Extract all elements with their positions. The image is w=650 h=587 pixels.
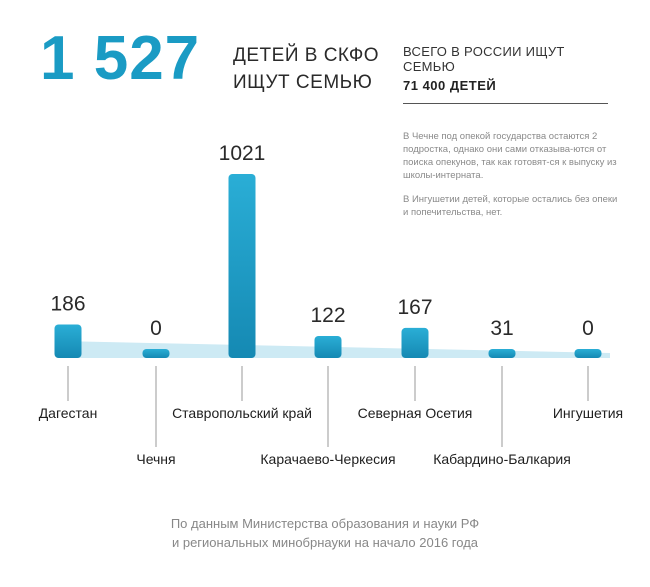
category-label: Дагестан <box>39 405 98 421</box>
note-chechnya: В Чечне под опекой государства остаются … <box>403 131 617 181</box>
source-note: По данным Министерства образования и нау… <box>0 514 650 552</box>
category-label: Кабардино-Балкария <box>433 451 571 467</box>
category-label: Ингушетия <box>553 405 623 421</box>
bar-value-label: 31 <box>490 317 513 340</box>
bar <box>401 327 429 358</box>
category-label: Северная Осетия <box>358 405 473 421</box>
category-label: Ставропольский край <box>172 405 312 421</box>
headline: ДЕТЕЙ В СКФО ИЩУТ СЕМЬЮ <box>233 42 379 96</box>
headline-line-1: ДЕТЕЙ В СКФО <box>233 45 380 66</box>
bar-chart: 186 Дагестан 0 Чечня 1021 Ставропольский край… <box>39 142 623 467</box>
source-line-1: По данным Министерства образования и нау… <box>170 516 480 531</box>
category-label: Чечня <box>136 451 175 467</box>
headline-line-2: ИЩУТ СЕМЬЮ <box>233 72 373 93</box>
total-count: 1 527 <box>40 24 201 93</box>
russia-total: ВСЕГО В РОССИИ ИЩУТ СЕМЬЮ 71 400 ДЕТЕЙ <box>403 44 608 104</box>
bar <box>228 174 256 358</box>
bar <box>54 324 82 358</box>
bar <box>488 349 516 358</box>
source-line-2: и региональных минобрнауки на начало 201… <box>171 535 479 550</box>
russia-total-label: ВСЕГО В РОССИИ ИЩУТ СЕМЬЮ <box>403 44 565 74</box>
bar-value-label: 167 <box>397 296 432 319</box>
bar <box>142 349 170 358</box>
bar-value-label: 186 <box>50 292 85 315</box>
bar <box>574 349 602 358</box>
russia-total-value: 71 400 ДЕТЕЙ <box>403 78 497 93</box>
bar-value-label: 0 <box>582 317 594 340</box>
bar-value-label: 0 <box>150 317 162 340</box>
russia-divider <box>403 103 608 104</box>
category-label: Карачаево-Черкесия <box>260 451 395 467</box>
bar-value-label: 1021 <box>219 142 266 165</box>
note-ingushetia: В Ингушетии детей, которые остались без … <box>403 194 618 218</box>
bar <box>314 336 342 358</box>
bar-value-label: 122 <box>310 304 345 327</box>
